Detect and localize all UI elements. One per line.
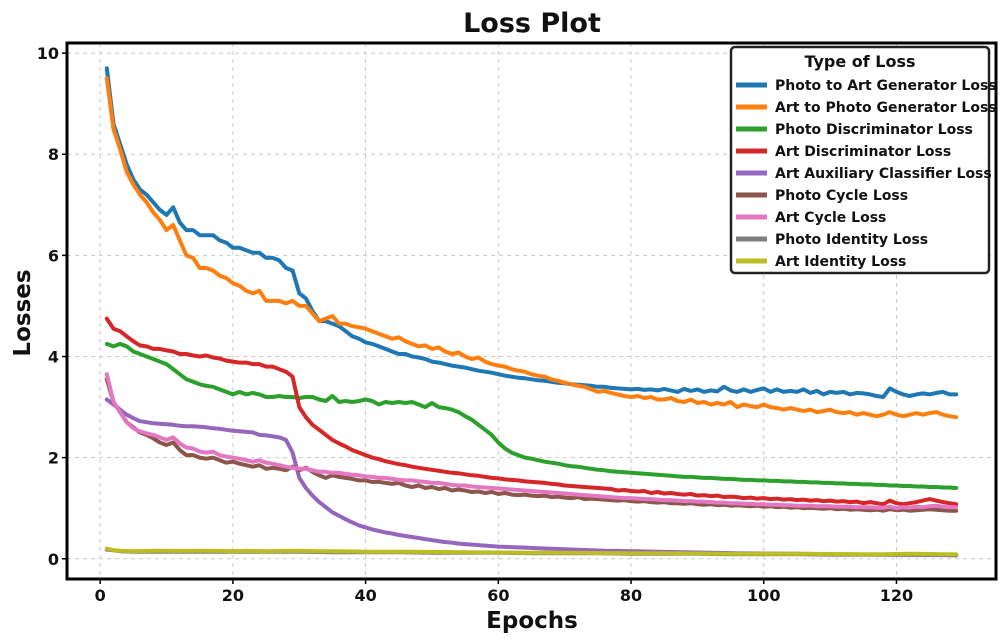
y-tick-label: 8	[48, 145, 59, 164]
plot-frame	[65, 41, 998, 581]
series-line-art-discriminator-loss	[104, 316, 959, 507]
x-tick-label: 40	[354, 586, 376, 605]
y-tick-label: 10	[37, 44, 59, 63]
legend-title: Type of Loss	[804, 52, 915, 71]
chart-title: Loss Plot	[463, 8, 601, 39]
legend-entry-label: Photo Discriminator Loss	[775, 122, 973, 138]
legend: Type of Loss Photo to Art Generator Loss…	[729, 45, 997, 275]
legend-entry-label: Art Auxiliary Classifier Loss	[775, 166, 992, 182]
legend-entry-label: Photo to Art Generator Loss	[775, 78, 997, 94]
y-axis-label: Losses	[10, 269, 36, 356]
x-tick-label: 100	[747, 586, 780, 605]
y-tick-label: 4	[48, 348, 59, 367]
legend-entry-label: Art Cycle Loss	[775, 210, 886, 226]
series-line-photo-to-art-generator-loss	[104, 66, 959, 399]
series-line-art-auxiliary-classifier-loss	[104, 397, 959, 558]
legend-entry-label: Art to Photo Generator Loss	[775, 100, 997, 116]
series-line-art-identity-loss	[104, 546, 959, 557]
x-tick-label: 20	[222, 586, 244, 605]
x-axis-label: Epochs	[486, 608, 578, 634]
series-line-art-to-photo-generator-loss	[104, 76, 959, 420]
y-tick-label: 2	[48, 449, 59, 468]
series-line-art-cycle-loss	[104, 372, 959, 511]
x-tick-label: 120	[880, 586, 913, 605]
tick-layer: 0 20 40 60 80 100 120 0 2 4 6 8 10	[37, 44, 913, 605]
legend-entry-label: Photo Cycle Loss	[775, 188, 908, 204]
legend-entry-label: Art Discriminator Loss	[775, 144, 951, 160]
x-tick-label: 80	[620, 586, 642, 605]
y-tick-label: 6	[48, 246, 59, 265]
series-line-photo-discriminator-loss	[104, 341, 959, 490]
y-tick-label: 0	[48, 550, 59, 569]
series-layer	[104, 66, 959, 558]
legend-box	[729, 45, 991, 275]
legend-entry-label: Art Identity Loss	[775, 254, 906, 270]
x-tick-label: 60	[487, 586, 509, 605]
x-tick-label: 0	[95, 586, 106, 605]
legend-entry-label: Photo Identity Loss	[775, 232, 928, 248]
